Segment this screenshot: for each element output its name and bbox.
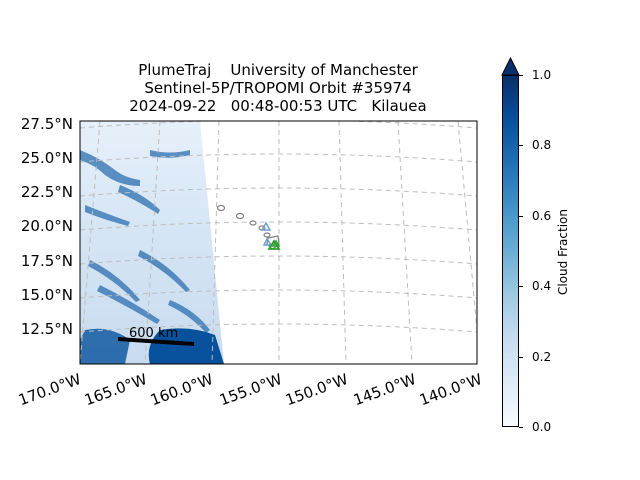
colorbar-tick-mark [519, 427, 523, 428]
lat-label: 22.5°N [20, 183, 73, 201]
triangle-icon [262, 237, 273, 246]
map-title: PlumeTraj University of Manchester Senti… [79, 61, 477, 115]
colorbar-tick-mark [519, 357, 523, 358]
volcano-markers [260, 221, 281, 250]
lat-label: 27.5°N [20, 115, 73, 133]
colorbar-tick: 0.4 [532, 279, 552, 293]
lat-label: 15.0°N [20, 286, 73, 304]
colorbar-tick-mark [519, 286, 523, 287]
lat-label: 25.0°N [20, 149, 73, 167]
colorbar-tick: 0.6 [532, 209, 552, 223]
title-line-3: 2024-09-22 00:48-00:53 UTC Kilauea [129, 97, 427, 115]
colorbar-tick: 0.8 [532, 138, 552, 152]
longitude-gridlines [80, 121, 477, 364]
dense-cloud-bottom [80, 328, 224, 364]
lat-label: 12.5°N [20, 320, 73, 338]
colorbar [502, 75, 519, 427]
map-frame [79, 120, 478, 365]
colorbar-tick-mark [519, 75, 523, 76]
scale-bar [117, 337, 195, 346]
scale-bar-label: 600 km [129, 326, 178, 341]
latitude-gridlines [80, 121, 477, 333]
title-line-2: Sentinel-5P/TROPOMI Orbit #35974 [144, 79, 412, 97]
triangle-icon [271, 239, 281, 247]
colorbar-tick: 1.0 [532, 68, 552, 82]
triangle-icon [267, 239, 281, 250]
colorbar-tick-mark [519, 216, 523, 217]
triangle-icon [260, 221, 272, 231]
colorbar-tick: 0.0 [532, 420, 552, 434]
colorbar-tick-mark [519, 145, 523, 146]
title-line-1: PlumeTraj University of Manchester [138, 61, 418, 79]
lat-label: 17.5°N [20, 252, 73, 270]
colorbar-label: Cloud Fraction [556, 209, 570, 295]
lat-label: 20.0°N [20, 217, 73, 235]
colorbar-tick: 0.2 [532, 350, 552, 364]
